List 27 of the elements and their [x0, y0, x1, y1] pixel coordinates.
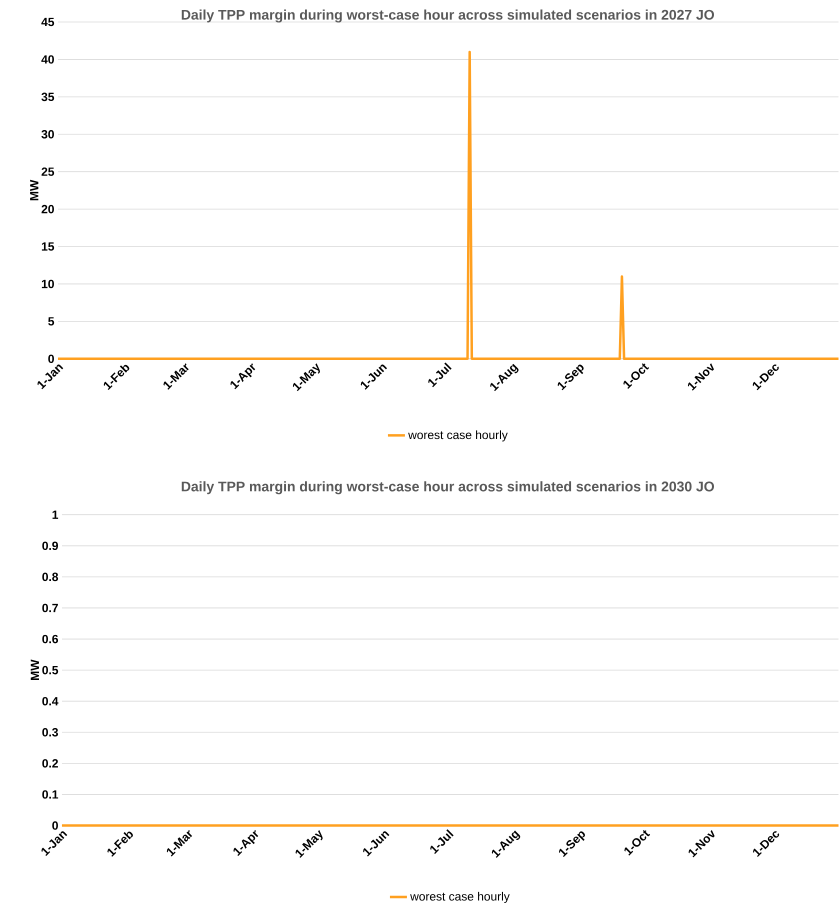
- legend-label: worest case hourly: [410, 892, 510, 904]
- y-tick-label: 0.5: [42, 666, 58, 674]
- y-tick-label: 35: [42, 92, 54, 102]
- y-axis-title: MW: [30, 180, 38, 200]
- chart-title: Daily TPP margin during worst-case hour across simulated scenarios in 2030 JO: [182, 481, 714, 494]
- y-tick-label: 20: [42, 204, 54, 214]
- y-tick-label: 10: [42, 280, 54, 288]
- y-tick-label: 0.4: [42, 696, 58, 706]
- y-tick-label: 5: [48, 317, 54, 326]
- y-tick-label: 0: [48, 354, 54, 364]
- y-tick-label: 30: [42, 130, 54, 139]
- y-tick-label: 25: [42, 167, 54, 176]
- y-axis-title: MW: [30, 660, 40, 680]
- y-tick-label: 0.8: [42, 572, 58, 582]
- y-tick-label: 15: [42, 242, 54, 251]
- y-tick-label: 0.2: [42, 759, 58, 768]
- y-tick-label: 0.9: [42, 542, 58, 550]
- y-tick-label: 0: [52, 821, 58, 830]
- y-tick-label: 1: [52, 510, 58, 519]
- y-tick-label: 0.6: [42, 634, 58, 644]
- y-tick-label: 40: [41, 55, 54, 64]
- chart-title: Daily TPP margin during worst-case hour across simulated scenarios in 2027 JO: [182, 9, 714, 23]
- y-tick-label: 0.3: [42, 728, 58, 737]
- y-tick-label: 0.1: [42, 790, 58, 799]
- y-tick-label: 0.7: [42, 604, 58, 612]
- legend-label: worest case hourly: [408, 430, 508, 442]
- y-tick-label: 45: [41, 18, 54, 26]
